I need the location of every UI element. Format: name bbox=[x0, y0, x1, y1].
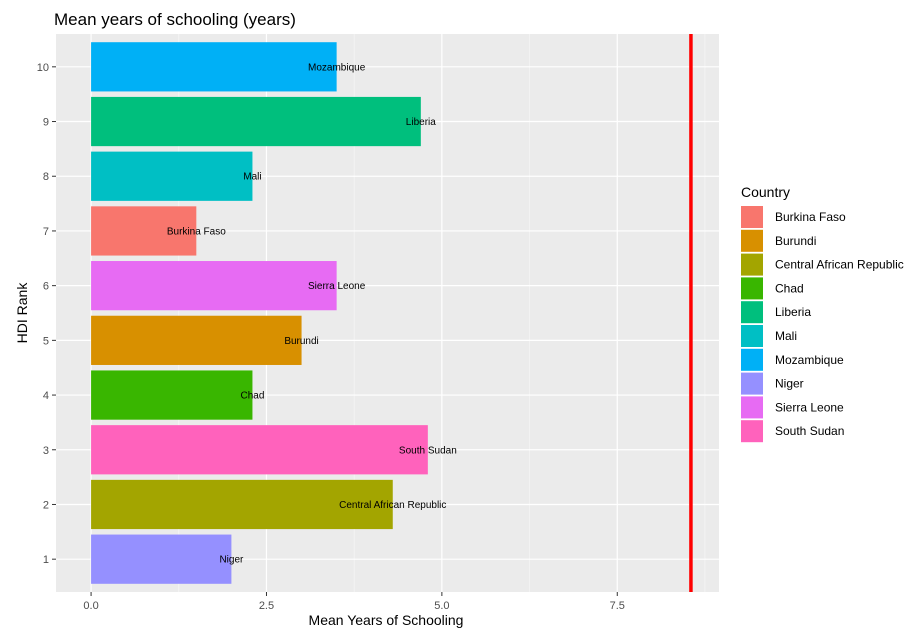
x-tick-label: 2.5 bbox=[259, 600, 274, 612]
bar-label: Liberia bbox=[406, 117, 436, 128]
y-axis-title: HDI Rank bbox=[14, 282, 30, 344]
x-tick-label: 5.0 bbox=[434, 600, 449, 612]
bar-label: South Sudan bbox=[399, 445, 457, 456]
x-tick-label: 0.0 bbox=[83, 600, 98, 612]
legend-label: South Sudan bbox=[775, 424, 844, 438]
legend-label: Mali bbox=[775, 329, 797, 343]
x-tick-label: 7.5 bbox=[610, 600, 625, 612]
legend-swatch bbox=[741, 348, 763, 371]
legend-swatch bbox=[741, 206, 763, 228]
y-tick-label: 6 bbox=[43, 281, 49, 293]
bar-niger bbox=[91, 534, 232, 584]
bar-burundi bbox=[91, 315, 302, 365]
legend-label: Niger bbox=[775, 377, 804, 391]
legend-title: Country bbox=[741, 184, 790, 200]
legend-swatch bbox=[741, 253, 763, 276]
bar-liberia bbox=[91, 96, 421, 147]
bar-label: Burundi bbox=[284, 336, 318, 347]
y-tick-label: 3 bbox=[43, 445, 49, 457]
y-tick-label: 7 bbox=[43, 226, 49, 238]
x-axis: 0.0 2.5 5.0 7.5 bbox=[83, 592, 625, 612]
bar-label: Chad bbox=[240, 391, 264, 402]
y-tick-label: 4 bbox=[43, 390, 49, 402]
y-tick-label: 9 bbox=[43, 117, 49, 129]
bar-central-african-republic bbox=[91, 479, 393, 530]
bars bbox=[91, 42, 428, 584]
legend-swatch bbox=[741, 325, 763, 347]
bar-chad bbox=[91, 370, 253, 420]
legend-label: Liberia bbox=[775, 305, 811, 319]
bar-label: Niger bbox=[219, 555, 244, 566]
legend-swatch bbox=[741, 372, 763, 395]
x-axis-title: Mean Years of Schooling bbox=[309, 612, 464, 628]
legend-swatch bbox=[741, 229, 763, 252]
bar-label: Sierra Leone bbox=[308, 281, 366, 292]
y-tick-label: 10 bbox=[37, 62, 49, 74]
legend-swatch bbox=[741, 277, 763, 300]
legend-swatch bbox=[741, 301, 763, 324]
bar-burkina-faso bbox=[91, 206, 197, 256]
legend: Country Burkina Faso Burundi Central Afric… bbox=[741, 184, 904, 443]
bar-label: Burkina Faso bbox=[167, 226, 226, 237]
legend-label: Chad bbox=[775, 281, 804, 295]
bar-label: Mali bbox=[243, 172, 261, 183]
bar-label: Mozambique bbox=[308, 62, 366, 73]
legend-label: Burundi bbox=[775, 234, 816, 248]
bar-south-sudan bbox=[91, 425, 428, 475]
y-axis: 1 2 3 4 5 6 7 8 9 10 bbox=[37, 62, 56, 566]
bar-mozambique bbox=[91, 42, 337, 92]
bar-mali bbox=[91, 151, 253, 201]
bar-sierra-leone bbox=[91, 261, 337, 311]
bar-label: Central African Republic bbox=[339, 500, 446, 511]
legend-label: Mozambique bbox=[775, 353, 844, 367]
legend-swatch bbox=[741, 420, 763, 443]
plot-panel: Burkina Faso Burundi Central African Repub… bbox=[56, 34, 719, 592]
legend-swatch bbox=[741, 396, 763, 419]
legend-label: Sierra Leone bbox=[775, 400, 844, 414]
y-tick-label: 2 bbox=[43, 499, 49, 511]
bar-labels: Burkina Faso Burundi Central African Repub… bbox=[167, 62, 457, 565]
y-tick-label: 1 bbox=[43, 554, 49, 566]
legend-label: Central African Republic bbox=[775, 258, 904, 272]
chart-title: Mean years of schooling (years) bbox=[54, 10, 296, 29]
legend-items: Burkina Faso Burundi Central African Repub… bbox=[741, 206, 904, 443]
legend-label: Burkina Faso bbox=[775, 210, 846, 224]
y-tick-label: 5 bbox=[43, 335, 49, 347]
y-tick-label: 8 bbox=[43, 171, 49, 183]
